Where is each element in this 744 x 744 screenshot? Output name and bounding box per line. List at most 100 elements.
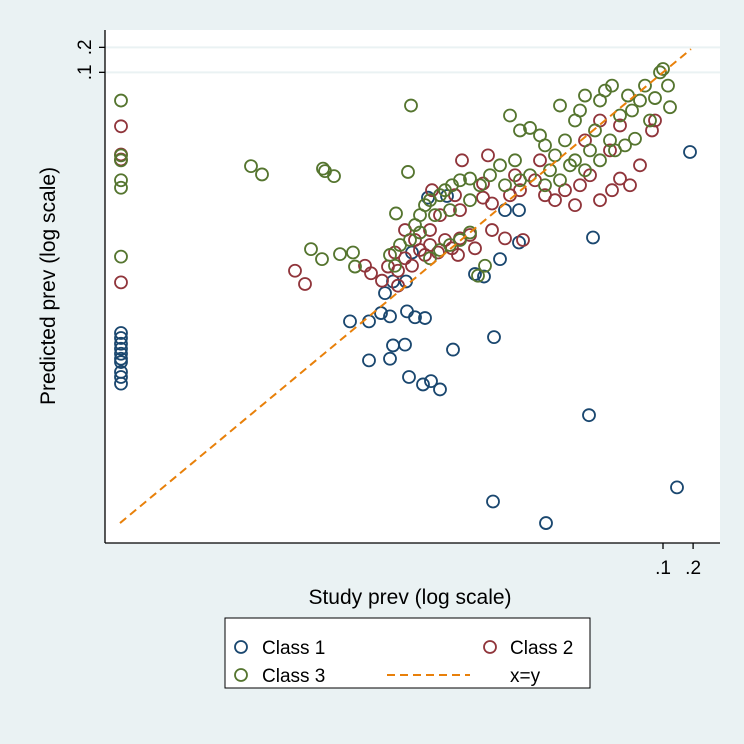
legend: Class 1 Class 2 Class 3 x=y (224, 617, 591, 689)
point-class2 (603, 143, 617, 158)
point-class3 (304, 242, 318, 257)
point-class1 (487, 330, 501, 345)
point-class2 (481, 148, 495, 163)
point-class1 (114, 326, 128, 340)
point-class2 (455, 153, 469, 168)
point-class3 (478, 258, 492, 273)
legend-label-class1: Class 1 (262, 638, 325, 659)
point-class1 (362, 353, 376, 368)
point-class3 (393, 238, 407, 252)
point-class2 (358, 258, 372, 273)
point-class3 (327, 169, 341, 183)
point-class3 (538, 178, 552, 193)
point-class2 (508, 168, 522, 183)
point-class3 (114, 93, 128, 108)
point-class2 (516, 233, 530, 247)
point-class3 (588, 123, 602, 138)
point-class1 (582, 408, 596, 423)
point-class2 (648, 113, 662, 128)
point-class3 (563, 158, 577, 173)
point-class3 (418, 198, 432, 213)
point-class1 (683, 145, 697, 159)
point-class3 (638, 78, 652, 93)
point-class3 (578, 163, 592, 178)
point-class2 (623, 178, 637, 193)
point-class3 (114, 249, 128, 264)
point-class3 (593, 153, 607, 168)
point-class3 (346, 245, 360, 260)
point-class3 (453, 233, 467, 247)
point-class3 (333, 247, 347, 262)
point-class2 (498, 231, 512, 246)
point-class3 (643, 113, 657, 128)
point-class3 (553, 98, 567, 113)
point-class3 (558, 133, 572, 148)
x-tick-label: .1 (655, 558, 671, 579)
point-class3 (389, 206, 403, 221)
point-class3 (523, 121, 537, 135)
point-class3 (463, 171, 477, 186)
point-class1 (114, 341, 128, 356)
point-class3 (255, 167, 269, 182)
point-class2 (593, 193, 607, 208)
point-class3 (498, 178, 512, 193)
point-class3 (633, 93, 647, 108)
point-class3 (443, 203, 457, 218)
point-class3 (423, 251, 437, 266)
point-class3 (401, 165, 415, 179)
point-class2 (468, 241, 482, 256)
point-class1 (398, 337, 412, 352)
point-class2 (298, 277, 312, 291)
point-class2 (583, 168, 597, 183)
point-class1 (512, 203, 526, 218)
point-class2 (453, 203, 467, 218)
point-class3 (653, 65, 667, 80)
point-class2 (605, 183, 619, 198)
point-class1 (418, 311, 432, 325)
point-class1 (493, 252, 507, 267)
legend-marker-class2 (483, 640, 497, 654)
point-class3 (628, 131, 642, 146)
point-class2 (398, 251, 412, 266)
point-class2 (391, 278, 405, 293)
legend-label-class2: Class 2 (510, 638, 573, 659)
point-class3 (404, 98, 418, 113)
point-class3 (513, 173, 527, 188)
point-class3 (413, 225, 427, 240)
x-axis-title: Study prev (log scale) (308, 586, 511, 609)
point-class2 (423, 223, 437, 237)
point-class3 (625, 103, 639, 118)
point-class2 (485, 223, 499, 237)
point-class2 (288, 263, 302, 278)
point-class3 (114, 153, 128, 168)
point-class3 (513, 123, 527, 138)
legend-label-class3: Class 3 (262, 666, 325, 687)
point-class1 (416, 377, 430, 392)
point-class3 (508, 153, 522, 168)
point-class1 (114, 346, 128, 361)
point-class1 (424, 374, 438, 389)
axis-ticks: .1 .2 .1 .2 (75, 39, 701, 579)
point-class3 (483, 168, 497, 183)
point-class3 (348, 259, 362, 274)
point-class3 (463, 225, 477, 240)
point-class3 (553, 173, 567, 188)
point-class3 (388, 258, 402, 273)
point-class2 (613, 171, 627, 186)
point-class1 (440, 189, 454, 203)
point-class3 (648, 91, 662, 105)
legend-marker-class1 (234, 640, 248, 654)
point-class3 (471, 268, 485, 283)
point-class3 (244, 159, 258, 174)
point-class1 (114, 331, 128, 345)
point-class3 (433, 188, 447, 203)
point-class3 (605, 78, 619, 93)
point-class3 (315, 252, 329, 267)
point-class3 (493, 158, 507, 173)
legend-marker-class3 (234, 668, 248, 682)
point-class3 (428, 208, 442, 223)
y-axis-title: Predicted prev (log scale) (37, 167, 60, 405)
point-class3 (663, 100, 677, 115)
legend-box (224, 617, 591, 689)
